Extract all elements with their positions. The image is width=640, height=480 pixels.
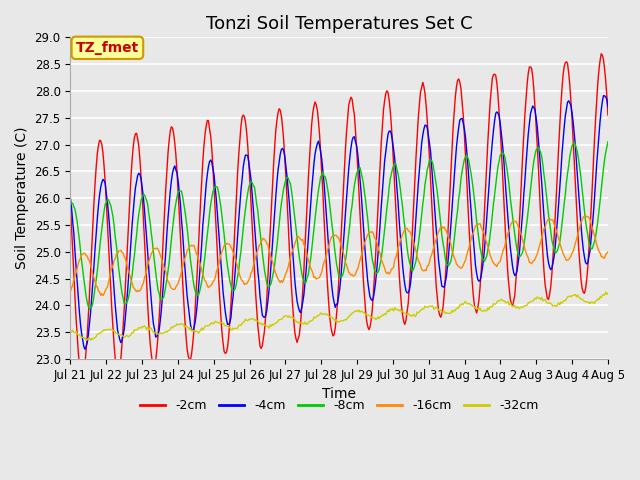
-2cm [79, 377, 86, 383]
-8cm [556, 240, 564, 245]
Text: TZ_fmet: TZ_fmet [76, 41, 139, 55]
Line: -32cm: -32cm [70, 292, 608, 340]
-32cm [602, 289, 609, 295]
-32cm [369, 315, 376, 321]
-4cm [294, 304, 302, 310]
-8cm [67, 202, 74, 207]
-2cm [604, 112, 612, 118]
-8cm [369, 257, 376, 263]
-2cm [556, 124, 564, 130]
-16cm [556, 240, 564, 245]
-32cm [463, 300, 470, 306]
-4cm [394, 200, 402, 205]
X-axis label: Time: Time [322, 387, 356, 401]
-8cm [294, 245, 302, 251]
-4cm [463, 146, 470, 152]
-32cm [235, 322, 243, 328]
-8cm [235, 267, 243, 273]
-32cm [556, 302, 564, 308]
-32cm [294, 320, 302, 326]
Line: -4cm: -4cm [70, 96, 608, 349]
-8cm [604, 139, 612, 145]
-16cm [604, 249, 612, 255]
-2cm [463, 173, 470, 179]
-32cm [67, 329, 74, 335]
-16cm [67, 288, 74, 294]
-16cm [294, 233, 302, 239]
Line: -16cm: -16cm [70, 216, 608, 296]
Line: -8cm: -8cm [70, 142, 608, 309]
Title: Tonzi Soil Temperatures Set C: Tonzi Soil Temperatures Set C [206, 15, 472, 33]
-4cm [67, 195, 74, 201]
-4cm [235, 216, 243, 222]
-2cm [67, 202, 74, 207]
-16cm [394, 244, 402, 250]
-4cm [369, 298, 376, 303]
Y-axis label: Soil Temperature (C): Soil Temperature (C) [15, 127, 29, 269]
-2cm [597, 51, 605, 57]
-2cm [294, 336, 302, 341]
Line: -2cm: -2cm [70, 54, 608, 380]
-4cm [604, 104, 612, 109]
-16cm [369, 229, 376, 235]
-4cm [601, 93, 609, 98]
-16cm [463, 253, 470, 259]
Legend: -2cm, -4cm, -8cm, -16cm, -32cm: -2cm, -4cm, -8cm, -16cm, -32cm [135, 394, 543, 417]
-4cm [556, 186, 564, 192]
-2cm [394, 250, 402, 255]
-2cm [235, 152, 243, 158]
-4cm [81, 347, 89, 352]
-8cm [86, 306, 93, 312]
-32cm [394, 308, 402, 313]
-8cm [394, 171, 402, 177]
-16cm [99, 293, 107, 299]
-32cm [604, 290, 612, 296]
-16cm [235, 269, 243, 275]
-32cm [87, 337, 95, 343]
-2cm [369, 307, 376, 313]
-16cm [582, 213, 589, 218]
-8cm [463, 153, 470, 158]
